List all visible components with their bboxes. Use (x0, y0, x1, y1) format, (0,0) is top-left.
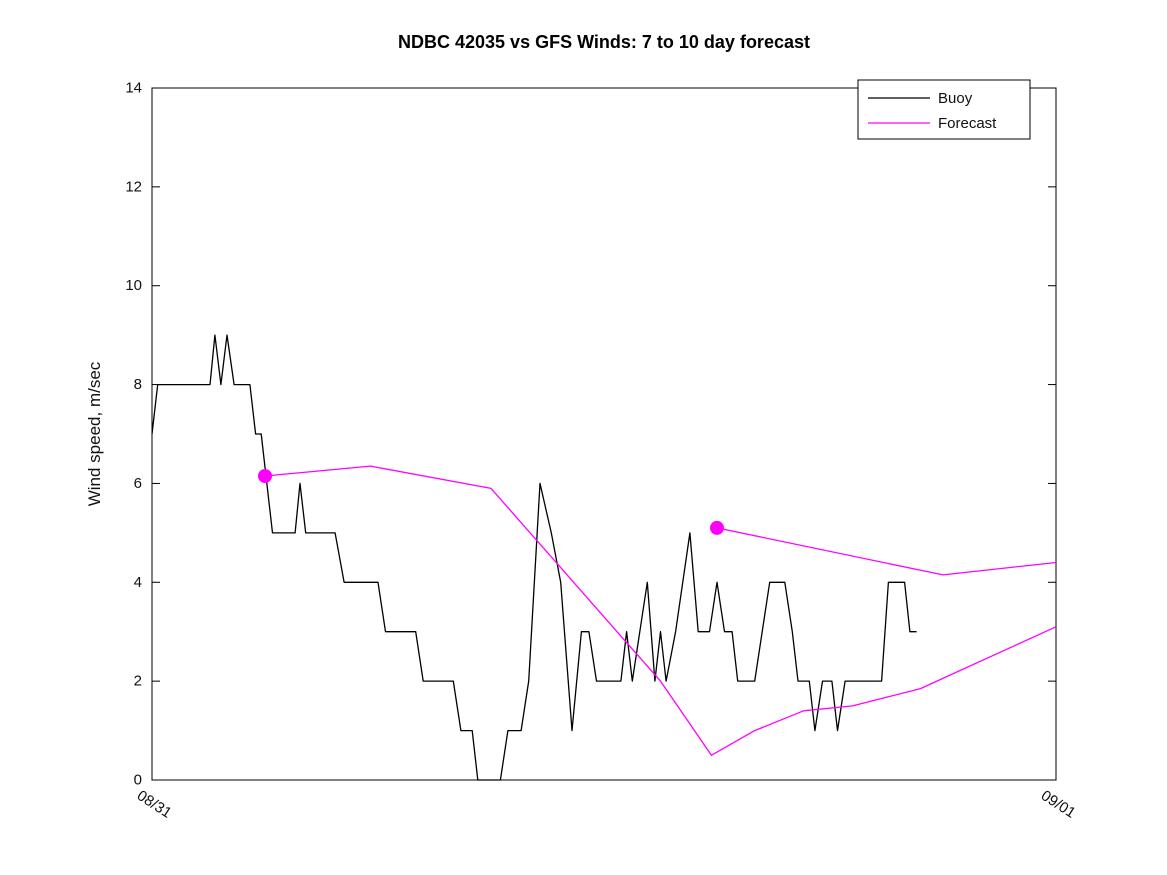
legend-forecast-label: Forecast (938, 115, 997, 132)
series-line-buoy (151, 334, 917, 781)
y-axis-label: Wind speed, m/sec (85, 361, 104, 506)
plot-area (151, 87, 1057, 781)
series-line-forecast-run-1 (264, 465, 1057, 756)
legend-box (857, 79, 1031, 140)
y-tick-label: 14 (125, 80, 142, 97)
plot-content: 0 2 4 6 8 10 12 14 08/31 09/01 (125, 80, 1078, 822)
chart-title: NDBC 42035 vs GFS Winds: 7 to 10 day for… (398, 32, 810, 52)
forecast-start-marker (258, 469, 272, 483)
x-tick-label: 09/01 (1038, 787, 1079, 822)
y-tick-label: 4 (134, 574, 142, 591)
y-tick-label: 10 (125, 277, 142, 294)
y-tick-label: 12 (125, 178, 142, 195)
y-tick-label: 6 (134, 475, 142, 492)
y-tick-label: 0 (134, 772, 142, 789)
y-tick-label: 2 (134, 673, 142, 690)
x-tick-label: 08/31 (134, 787, 175, 822)
legend: Buoy Forecast (857, 79, 1031, 140)
forecast-start-marker (710, 520, 724, 535)
series-line-forecast-run-2 (716, 527, 1057, 576)
legend-buoy-label: Buoy (938, 90, 973, 107)
y-tick-label: 8 (134, 376, 142, 393)
